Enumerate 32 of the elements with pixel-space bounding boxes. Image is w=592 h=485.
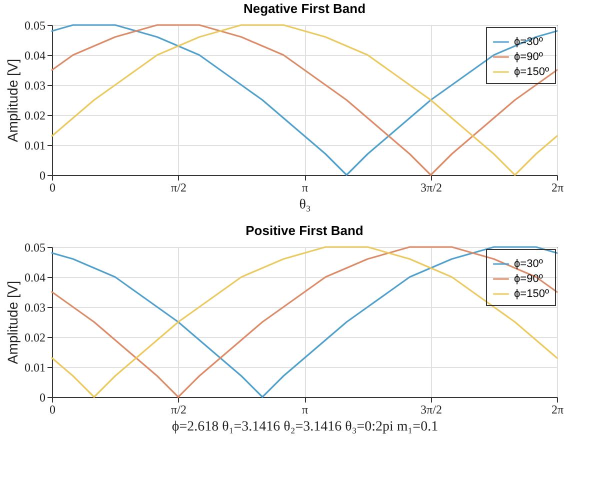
y-tick-label: 0.02 xyxy=(24,330,46,344)
y-axis-title: Amplitude [V] xyxy=(4,58,20,142)
legend-label: ϕ=90º xyxy=(514,51,543,63)
legend-label: ϕ=30º xyxy=(514,258,543,270)
legend-label: ϕ=150º xyxy=(514,288,549,300)
x-axis-title: ϕ=2.618 θ₁=3.1416 θ₂=3.1416 θ₃=0:2pi m₁=0.1 xyxy=(172,420,438,434)
y-axis-title: Amplitude [V] xyxy=(4,280,20,364)
y-tick-label: 0.02 xyxy=(24,108,46,122)
x-tick-label: π xyxy=(302,180,308,194)
x-tick-label: π/2 xyxy=(171,180,186,194)
y-tick-label: 0.01 xyxy=(24,360,46,374)
y-tick-label: 0.03 xyxy=(24,300,46,314)
x-tick-label: 0 xyxy=(50,180,56,194)
x-tick-label: 2π xyxy=(551,180,564,194)
x-tick-label: 3π/2 xyxy=(420,180,442,194)
x-tick-label: 2π xyxy=(551,402,564,416)
x-tick-label: 0 xyxy=(50,402,56,416)
y-tick-label: 0.01 xyxy=(24,138,46,152)
chart-title: Negative First Band xyxy=(243,1,366,16)
y-tick-label: 0.05 xyxy=(24,240,46,254)
y-tick-label: 0.03 xyxy=(24,78,46,92)
x-tick-label: π xyxy=(302,402,308,416)
x-tick-label: π/2 xyxy=(171,402,186,416)
y-tick-label: 0 xyxy=(40,168,46,182)
x-axis-title: θ₃ xyxy=(299,198,311,212)
y-tick-label: 0.05 xyxy=(24,18,46,32)
y-tick-label: 0 xyxy=(40,390,46,404)
y-tick-label: 0.04 xyxy=(24,270,46,284)
x-tick-label: 3π/2 xyxy=(420,402,442,416)
y-tick-label: 0.04 xyxy=(24,48,46,62)
chart-title: Positive First Band xyxy=(246,223,364,238)
legend-label: ϕ=150º xyxy=(514,66,549,78)
